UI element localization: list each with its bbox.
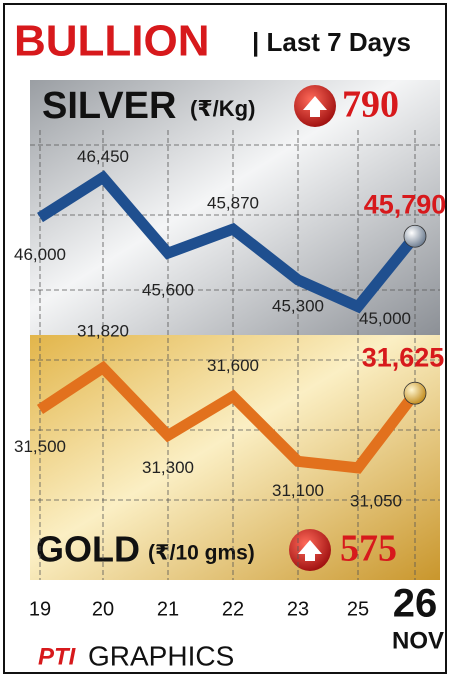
data-label: 45,790 (364, 189, 447, 219)
data-label: 45,600 (142, 281, 194, 300)
grid (30, 144, 440, 501)
data-label: 31,820 (77, 321, 129, 340)
gold-change: 575 (340, 528, 397, 570)
x-tick-label: 26 (393, 582, 438, 626)
brand: PTI (38, 643, 77, 670)
x-tick-label: 22 (222, 598, 244, 620)
data-label: 31,600 (207, 356, 259, 375)
line-series (37, 170, 420, 314)
data-label: 46,450 (77, 147, 129, 166)
x-tick-label: 21 (157, 598, 179, 620)
silver-change: 790 (342, 84, 399, 126)
silver-unit: (₹/Kg) (190, 96, 255, 121)
frame (3, 3, 447, 674)
end-marker (403, 381, 427, 405)
x-tick-label: 25 (347, 598, 369, 620)
data-label: 45,000 (359, 309, 411, 328)
end-marker (403, 224, 427, 248)
footer-text: GRAPHICS (88, 640, 234, 671)
data-label: 31,625 (362, 342, 445, 372)
data-label: 31,500 (14, 437, 66, 456)
data-label: 31,050 (350, 491, 402, 510)
title: BULLION (14, 17, 210, 66)
data-label: 45,300 (272, 296, 324, 315)
x-tick-label: 20 (92, 598, 114, 620)
x-tick-label: 23 (287, 598, 309, 620)
data-label: 31,100 (272, 481, 324, 500)
x-tick-label: 19 (29, 598, 51, 620)
up-arrow (298, 540, 322, 561)
silver-title: SILVER (42, 85, 176, 127)
data-label: 46,000 (14, 245, 66, 264)
up-arrow (303, 96, 327, 117)
month-label: NOV (392, 627, 444, 654)
subtitle: | Last 7 Days (252, 27, 411, 57)
line-series (36, 360, 420, 474)
gold-title: GOLD (36, 529, 140, 570)
gold-unit: (₹/10 gms) (148, 542, 255, 565)
data-label: 45,870 (207, 194, 259, 213)
data-label: 31,300 (142, 458, 194, 477)
